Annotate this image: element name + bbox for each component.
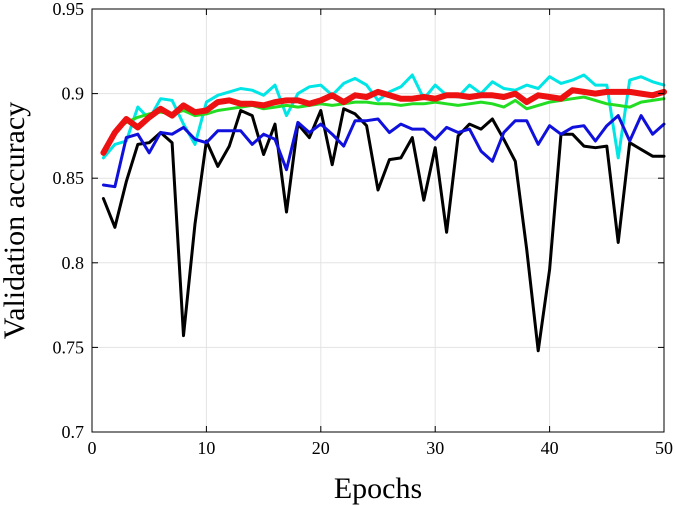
x-axis-label: Epochs [334, 472, 422, 505]
x-tick-labels: 0 10 20 30 40 50 [88, 438, 674, 458]
y-axis-label: Validation accuracy [0, 102, 31, 339]
y-tick-label: 0.75 [53, 337, 85, 357]
x-tick-label: 50 [655, 438, 673, 458]
y-tick-label: 0.95 [53, 0, 85, 19]
x-tick-label: 30 [426, 438, 444, 458]
x-tick-label: 0 [88, 438, 97, 458]
y-tick-label: 0.85 [53, 168, 85, 188]
y-tick-label: 0.7 [62, 422, 85, 442]
x-tick-label: 40 [541, 438, 559, 458]
x-tick-label: 20 [312, 438, 330, 458]
y-tick-labels: 0.7 0.75 0.8 0.85 0.9 0.95 [53, 0, 85, 442]
y-tick-label: 0.9 [62, 84, 85, 104]
y-tick-label: 0.8 [62, 253, 85, 273]
x-tick-label: 10 [197, 438, 215, 458]
